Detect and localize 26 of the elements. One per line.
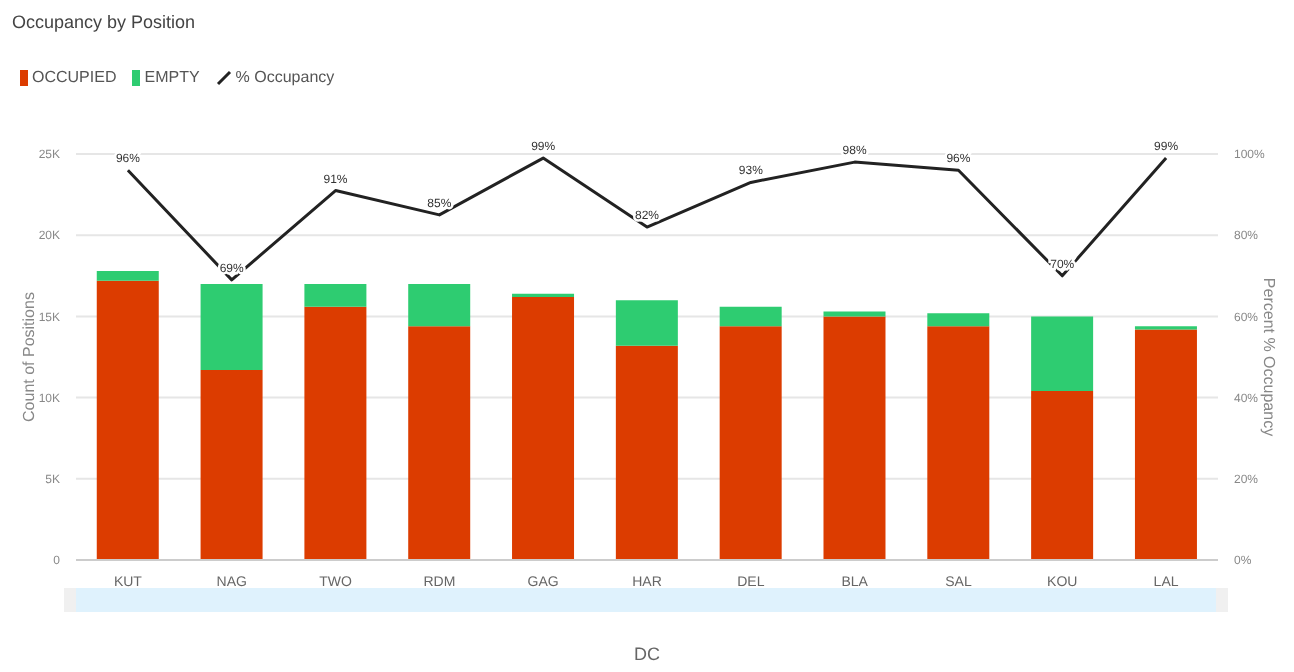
bar: [96, 270, 159, 281]
bar: [719, 326, 782, 560]
y-axis-title: Count of Positions: [19, 292, 38, 422]
bar: [615, 345, 678, 560]
bar: [927, 313, 990, 327]
bar: [408, 326, 471, 560]
bar: [615, 300, 678, 346]
bar: [927, 326, 990, 560]
legend-label: % Occupancy: [233, 68, 335, 86]
bar: [1031, 391, 1094, 560]
bar: [1134, 329, 1197, 560]
bar: [1031, 316, 1094, 392]
bar: [200, 283, 263, 370]
x-axis-title: DC: [634, 644, 661, 664]
legend-label: OCCUPIED: [30, 68, 117, 86]
bar: [512, 296, 575, 560]
bar: [719, 306, 782, 327]
bar: [823, 316, 886, 560]
y2-axis-title: Percent % Occupancy: [1260, 277, 1279, 437]
bar: [200, 369, 263, 560]
chart-title: Occupancy by Position: [12, 12, 196, 32]
legend-label: EMPTY: [142, 68, 200, 86]
bar: [408, 283, 471, 327]
bar: [96, 280, 159, 560]
bar: [304, 283, 367, 307]
bar: [304, 306, 367, 560]
